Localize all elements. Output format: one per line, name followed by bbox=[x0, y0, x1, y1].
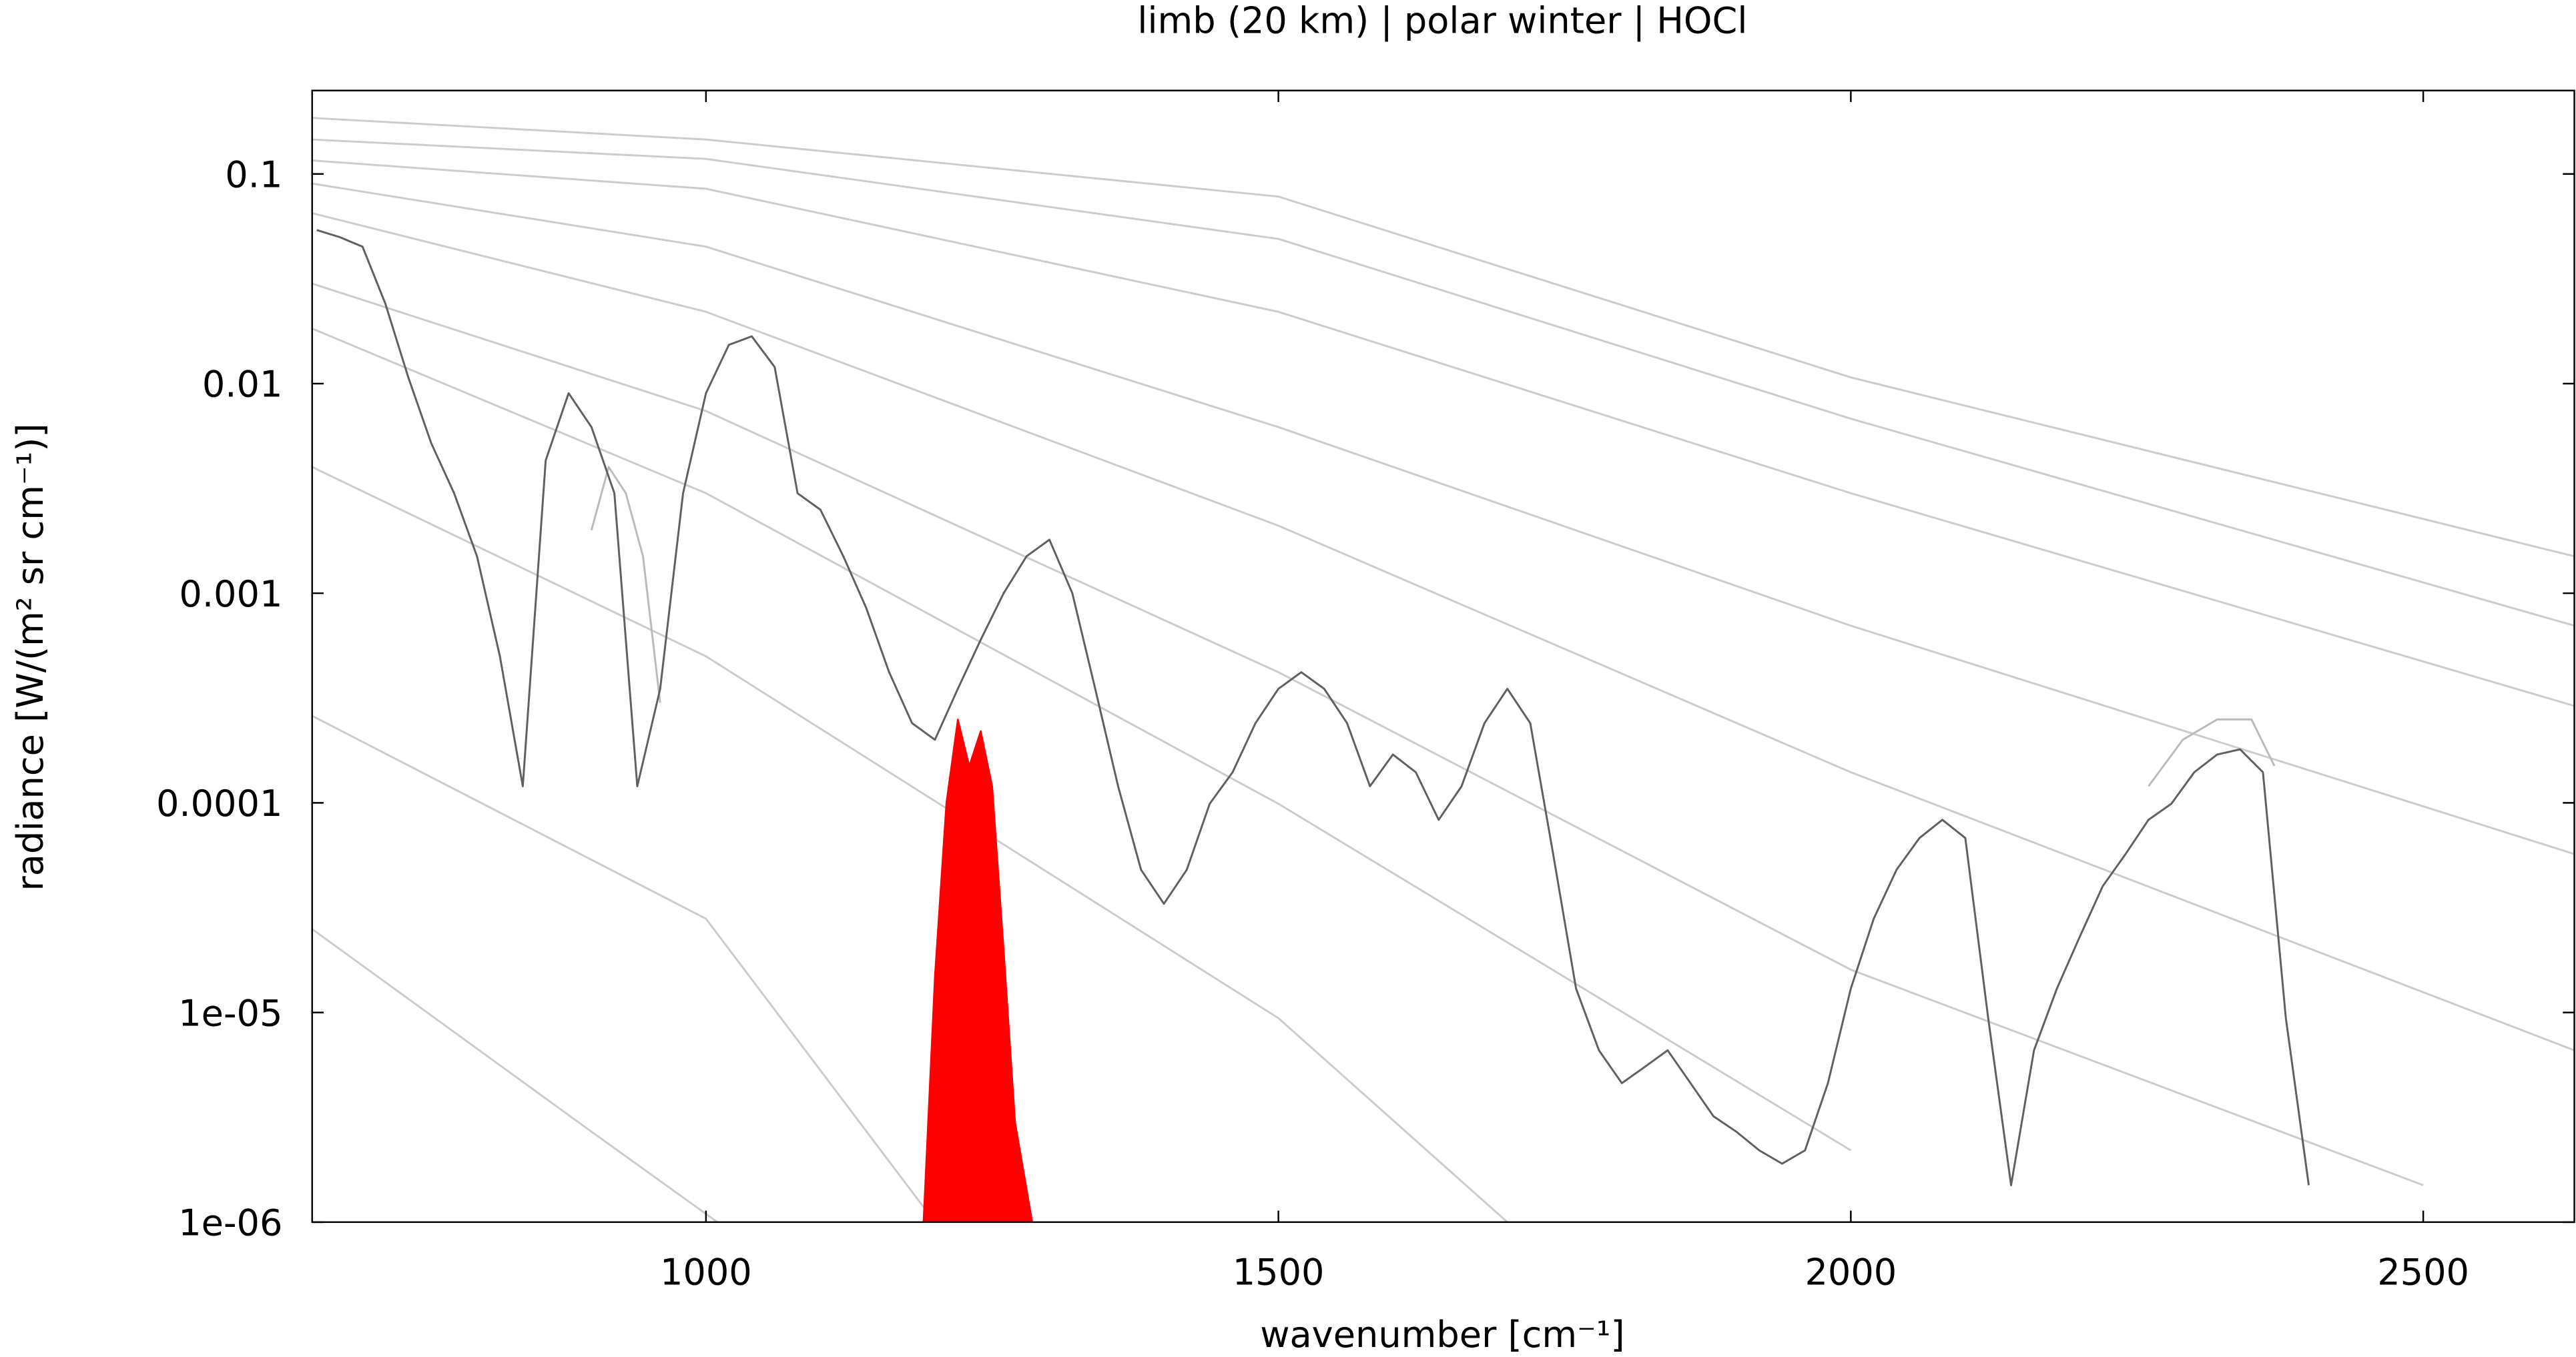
y-tick-label: 0.001 bbox=[179, 573, 282, 615]
chart-title: limb (20 km) | polar winter | HOCl bbox=[1137, 0, 1747, 42]
spectrum-line bbox=[316, 229, 2310, 1186]
plot-area bbox=[312, 117, 2575, 1222]
spectrum-line bbox=[312, 182, 2575, 855]
spectrum-line bbox=[312, 328, 1852, 1152]
spectrum-area bbox=[922, 719, 1033, 1222]
y-tick-label: 1e-06 bbox=[178, 1202, 282, 1244]
y-axis-label: radiance [W/(m² sr cm⁻¹)] bbox=[9, 423, 51, 891]
y-tick-label: 0.0001 bbox=[156, 783, 282, 825]
x-axis-label: wavenumber [cm⁻¹] bbox=[1260, 1314, 1624, 1356]
x-tick-label: 2000 bbox=[1805, 1251, 1897, 1293]
y-tick-label: 0.1 bbox=[225, 153, 282, 195]
x-tick-label: 1500 bbox=[1233, 1251, 1325, 1293]
x-tick-label: 2500 bbox=[2377, 1251, 2469, 1293]
spectrum-line bbox=[312, 928, 718, 1222]
spectrum-line bbox=[312, 715, 936, 1222]
spectrum-line bbox=[312, 282, 2424, 1186]
spectrum-line bbox=[590, 466, 661, 703]
spectrum-line bbox=[312, 117, 2575, 558]
spectrum-line bbox=[2148, 718, 2276, 787]
y-tick-label: 0.01 bbox=[202, 364, 283, 406]
y-tick-label: 1e-05 bbox=[178, 992, 282, 1034]
spectrum-line bbox=[312, 212, 2575, 1051]
spectrum-line bbox=[312, 138, 2575, 627]
x-tick-label: 1000 bbox=[660, 1251, 752, 1293]
plot-frame bbox=[311, 89, 2575, 1224]
spectrum-line bbox=[312, 466, 1508, 1222]
spectrum-line bbox=[312, 159, 2575, 707]
